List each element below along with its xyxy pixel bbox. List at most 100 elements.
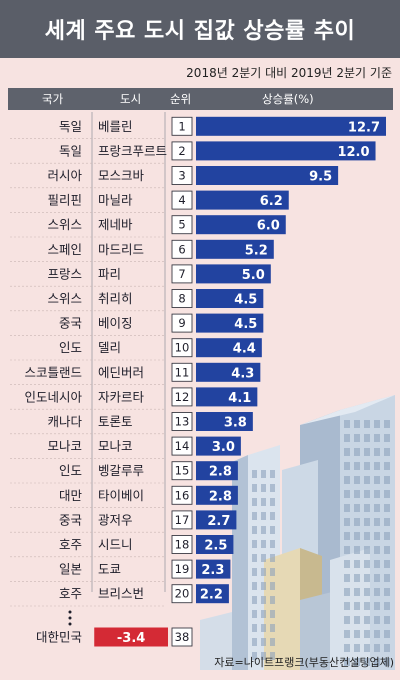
value-bar: [196, 535, 234, 554]
building-window: [261, 596, 266, 604]
building-window: [374, 616, 380, 624]
building-window: [374, 658, 380, 666]
building-window: [354, 504, 360, 512]
building-window: [384, 658, 390, 666]
value-bar: [196, 190, 289, 210]
country-label: 스코틀랜드: [24, 365, 82, 380]
building-window: [252, 624, 257, 632]
value-label: 2.8: [209, 489, 232, 504]
building-window: [270, 638, 275, 646]
building-window: [384, 518, 390, 526]
building-window: [252, 652, 257, 660]
rank-label: 10: [175, 341, 190, 355]
city-label: 도쿄: [98, 562, 121, 577]
building-window: [344, 630, 350, 638]
building-window: [364, 504, 370, 512]
building-window: [252, 540, 257, 548]
value-label: 2.3: [201, 563, 224, 578]
header-value: 상승률(%): [262, 92, 314, 106]
country-label: 캐나다: [47, 414, 82, 429]
rank-label: 3: [178, 169, 185, 183]
country-label: 인도네시아: [24, 389, 82, 404]
building-window: [261, 610, 266, 618]
buildings-illustration: [200, 395, 395, 670]
building-window: [252, 554, 257, 562]
building-window: [354, 462, 360, 470]
rank-box: [171, 387, 193, 407]
building-window: [354, 602, 360, 610]
building-window: [354, 420, 360, 428]
value-label: 6.0: [257, 219, 280, 234]
building-window: [384, 644, 390, 652]
value-label: 2.2: [200, 588, 223, 603]
building-window: [344, 616, 350, 624]
building-window: [374, 574, 380, 582]
rank-box: [171, 510, 193, 530]
value-label: 12.7: [348, 120, 380, 135]
rank-box: [171, 584, 193, 604]
building-window: [374, 644, 380, 652]
building-window: [270, 512, 275, 520]
value-label: 5.0: [242, 268, 265, 283]
city-label: 프랑크푸르트: [98, 143, 167, 158]
building-window: [384, 476, 390, 484]
rank-label: 12: [175, 390, 190, 404]
building-window: [384, 434, 390, 442]
building-window: [384, 602, 390, 610]
rank-label: 13: [175, 415, 190, 429]
building-window: [364, 588, 370, 596]
city-label: 파리: [98, 266, 121, 281]
rank-label: 1: [178, 119, 185, 133]
city-label: 제네바: [98, 217, 133, 232]
building-window: [374, 546, 380, 554]
city-label: 토론토: [98, 414, 133, 429]
rank-box: [171, 116, 193, 136]
building-window: [384, 462, 390, 470]
building-window: [364, 518, 370, 526]
value-bar: [196, 412, 253, 431]
chart-title: 세계 주요 도시 집값 상승률 추이: [0, 0, 400, 58]
value-bar: [196, 387, 258, 407]
building-window: [374, 588, 380, 596]
building-window: [384, 616, 390, 624]
rank-label: 15: [175, 464, 190, 478]
building-window: [344, 434, 350, 442]
building-window: [270, 498, 275, 506]
value-bar: [196, 289, 264, 308]
value-label: 4.4: [233, 342, 256, 357]
rank-label: 7: [178, 267, 185, 281]
value-label: 12.0: [337, 145, 369, 160]
building-window: [270, 484, 275, 492]
building-window: [364, 490, 370, 498]
building-window: [270, 540, 275, 548]
building-window: [384, 504, 390, 512]
building-window: [261, 652, 266, 660]
rank-box: [171, 313, 193, 333]
rank-label: 16: [175, 488, 190, 502]
value-bar: [196, 239, 274, 259]
value-label: 5.2: [245, 243, 268, 258]
rank-label: 20: [175, 587, 190, 601]
city-label: 벵갈루루: [98, 463, 144, 478]
rank-label: 6: [178, 242, 185, 256]
building-window: [261, 470, 266, 478]
building-window: [261, 540, 266, 548]
table-header: 국가 도시 순위 상승률(%): [8, 88, 393, 110]
building-window: [344, 490, 350, 498]
building-window: [354, 476, 360, 484]
value-label: 4.5: [234, 293, 257, 308]
country-label: 스위스: [47, 217, 82, 232]
building-window: [364, 560, 370, 568]
value-bar: [196, 485, 238, 505]
building-window: [354, 546, 360, 554]
building-window: [344, 644, 350, 652]
rank-label: 9: [178, 316, 185, 330]
building-window: [384, 532, 390, 540]
building-window: [261, 568, 266, 576]
building-window: [354, 658, 360, 666]
rank-box: [171, 338, 193, 358]
building-window: [364, 546, 370, 554]
value-bar: [196, 436, 241, 456]
building-window: [374, 518, 380, 526]
